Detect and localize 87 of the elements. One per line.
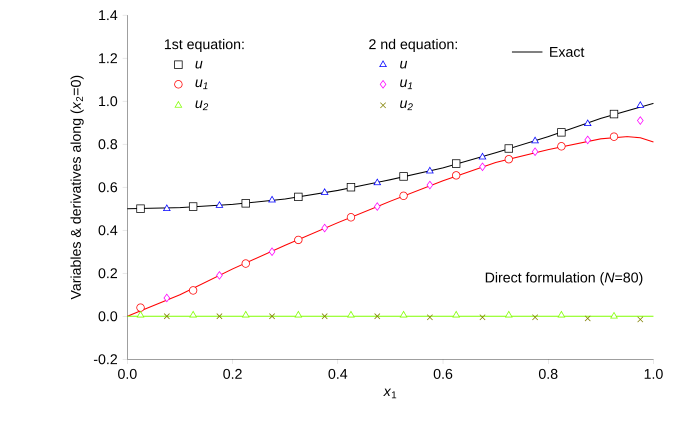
point [426, 180, 434, 190]
point [584, 136, 591, 144]
y-tick-label: 0.2 [98, 268, 118, 278]
point [531, 136, 539, 144]
x-tick-label: 1.0 [644, 368, 663, 379]
legend-label: u$_{1}$ [400, 79, 412, 89]
point [426, 166, 434, 174]
point [347, 310, 355, 318]
point [374, 312, 380, 320]
point [374, 178, 381, 185]
point [374, 202, 380, 211]
x-tick-label: 0.8 [538, 368, 558, 379]
point [242, 198, 250, 208]
point [216, 270, 223, 280]
point [400, 310, 408, 318]
point [452, 310, 460, 318]
x-tick-label: 0.0 [118, 368, 137, 379]
point [610, 110, 618, 118]
annotation: 2 nd equation: [369, 38, 457, 52]
y-tick-label: 0.0 [98, 311, 118, 322]
y-tick-label: 0.8 [98, 138, 118, 149]
point [584, 315, 591, 322]
point [136, 310, 144, 318]
annotation: Direct formulation (N=80) [486, 272, 642, 286]
point [188, 286, 198, 294]
point [188, 202, 198, 211]
point [610, 312, 618, 318]
y-tick-label: 0.4 [98, 224, 118, 236]
point [320, 188, 328, 195]
legend-label: u [400, 60, 408, 68]
point [136, 303, 145, 312]
point [557, 142, 566, 150]
x-axis-title: x$_{1}$ [383, 388, 396, 398]
point [189, 310, 197, 318]
point [268, 312, 276, 320]
x-tick-label: 0.4 [328, 368, 348, 379]
point [584, 119, 592, 126]
point [136, 204, 145, 213]
legend-label: Exact [550, 46, 584, 57]
x-tick-label: 0.6 [434, 368, 452, 379]
legend-label: u$_{2}$ [195, 100, 208, 110]
point [557, 128, 566, 136]
point [242, 259, 250, 268]
point [399, 191, 408, 200]
point [163, 204, 170, 211]
point [242, 310, 250, 318]
point [452, 170, 460, 180]
point [216, 201, 224, 208]
point [268, 247, 276, 256]
point [322, 312, 328, 320]
point [636, 101, 644, 108]
y-tick-label: 1.2 [99, 53, 118, 63]
point [216, 312, 222, 320]
point [294, 310, 302, 318]
point [504, 154, 513, 164]
point [426, 314, 433, 320]
legend-label: u$_{1}$ [195, 79, 208, 89]
y-tick-label: 0.6 [98, 182, 118, 192]
point [268, 196, 276, 202]
point [164, 312, 170, 320]
point [504, 144, 513, 152]
point [610, 132, 618, 141]
point [346, 182, 356, 192]
point [637, 116, 644, 124]
point [321, 224, 328, 232]
point [478, 152, 486, 160]
point [558, 310, 566, 318]
legend-label: u$_{2}$ [400, 100, 413, 110]
point [294, 236, 303, 244]
y-tick-label: 1.0 [99, 96, 118, 106]
point [294, 192, 303, 201]
point [532, 147, 538, 156]
point [479, 314, 486, 320]
point [479, 162, 486, 171]
line-series [126, 136, 654, 317]
point [505, 310, 512, 318]
y-tick-label: 1.4 [99, 10, 118, 20]
point [346, 212, 356, 222]
point [399, 172, 408, 180]
y-tick-label: -0.2 [94, 354, 118, 364]
point [637, 316, 644, 322]
point [532, 314, 538, 320]
point [452, 159, 460, 168]
point [164, 294, 170, 302]
annotation: 1st equation: [164, 38, 244, 52]
legend-label: u [195, 60, 202, 68]
x-tick-label: 0.2 [223, 368, 242, 379]
